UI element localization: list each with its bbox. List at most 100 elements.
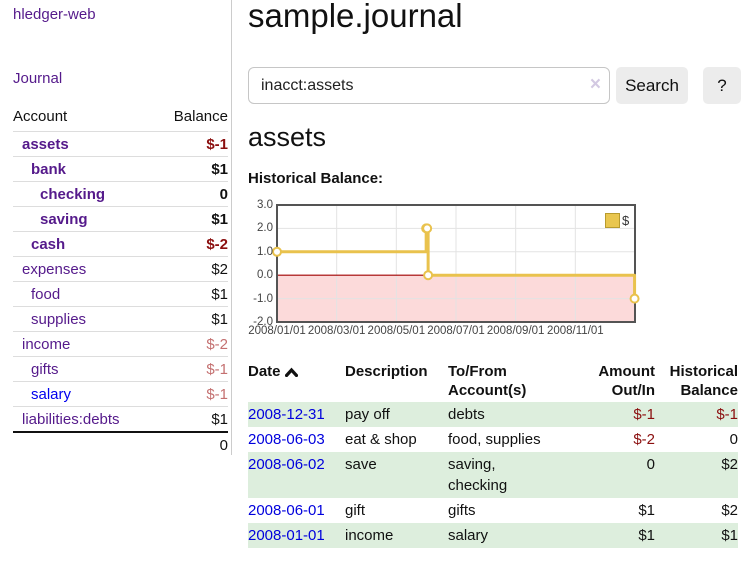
transaction-amount: $-1 bbox=[633, 406, 655, 423]
search-input[interactable] bbox=[248, 67, 610, 104]
account-balance: $1 bbox=[211, 310, 228, 328]
account-row: supplies $1 bbox=[13, 306, 228, 331]
legend-swatch-icon bbox=[605, 213, 620, 228]
balance-column-header: Historical Balance bbox=[669, 363, 738, 399]
transaction-row: 2008-06-03 eat & shop food, supplies $-2… bbox=[248, 427, 738, 452]
transaction-description: gift bbox=[345, 502, 366, 519]
account-balance: $1 bbox=[211, 160, 228, 178]
clear-search-icon[interactable]: × bbox=[589, 74, 601, 95]
transaction-amount: $-2 bbox=[633, 431, 655, 448]
transaction-accounts: debts bbox=[448, 406, 485, 423]
search-button[interactable]: Search bbox=[616, 67, 688, 104]
account-balance: $1 bbox=[211, 210, 228, 228]
description-column-header: Description bbox=[345, 363, 428, 380]
account-balance: $-2 bbox=[206, 335, 228, 353]
account-balance: $-1 bbox=[206, 360, 228, 378]
account-balance: $-2 bbox=[206, 235, 228, 253]
transaction-balance: $2 bbox=[721, 502, 738, 519]
balance-column-header: Balance bbox=[173, 108, 228, 125]
account-link-liabilities-debts[interactable]: liabilities:debts bbox=[22, 410, 120, 428]
transaction-accounts: saving, checking bbox=[448, 456, 508, 494]
accounts-total-row: 0 bbox=[13, 431, 228, 457]
amount-column-header: Amount Out/In bbox=[598, 363, 655, 399]
x-tick-label: 2008/11/01 bbox=[546, 325, 604, 337]
chart-legend: $ bbox=[605, 213, 629, 228]
transaction-amount: $1 bbox=[638, 502, 655, 519]
account-link-expenses[interactable]: expenses bbox=[22, 260, 87, 278]
transaction-balance: 0 bbox=[729, 431, 738, 448]
transaction-date-link[interactable]: 2008-06-03 bbox=[248, 431, 325, 448]
account-link-assets[interactable]: assets bbox=[22, 135, 69, 153]
sidebar-divider bbox=[231, 0, 232, 455]
transaction-date-link[interactable]: 2008-12-31 bbox=[248, 406, 325, 423]
account-link-bank[interactable]: bank bbox=[31, 160, 67, 178]
account-balance: 0 bbox=[219, 185, 228, 203]
transaction-date-link[interactable]: 2008-06-01 bbox=[248, 502, 325, 519]
account-link-checking[interactable]: checking bbox=[40, 185, 106, 203]
transaction-row: 2008-06-01 gift gifts $1 $2 bbox=[248, 498, 738, 523]
account-row: checking 0 bbox=[13, 181, 228, 206]
transaction-accounts: gifts bbox=[448, 502, 476, 519]
account-link-income[interactable]: income bbox=[22, 335, 71, 353]
account-link-salary[interactable]: salary bbox=[31, 385, 72, 403]
account-row: salary $-1 bbox=[13, 381, 228, 406]
account-row: expenses $2 bbox=[13, 256, 228, 281]
help-button[interactable]: ? bbox=[703, 67, 741, 104]
transaction-balance: $-1 bbox=[716, 406, 738, 423]
search-form: × Search ? bbox=[248, 67, 741, 104]
account-link-supplies[interactable]: supplies bbox=[31, 310, 87, 328]
accounts-total-value: 0 bbox=[219, 436, 228, 454]
account-balance: $-1 bbox=[206, 135, 228, 153]
transaction-date-link[interactable]: 2008-01-01 bbox=[248, 527, 325, 544]
chart-canvas bbox=[272, 204, 640, 323]
date-column-header[interactable]: Date bbox=[248, 360, 345, 402]
current-account-heading: assets bbox=[248, 122, 327, 152]
register-header-row: Date Description To/From Account(s) Amou… bbox=[248, 360, 738, 402]
x-tick-label: 2008/09/01 bbox=[486, 325, 545, 337]
account-balance: $1 bbox=[211, 410, 228, 428]
legend-label: $ bbox=[622, 213, 630, 228]
account-row: bank $1 bbox=[13, 156, 228, 181]
account-row: food $1 bbox=[13, 281, 228, 306]
account-column-header: To/From Account(s) bbox=[448, 363, 527, 399]
chart-title: Historical Balance: bbox=[248, 170, 384, 187]
transaction-date-link[interactable]: 2008-06-02 bbox=[248, 456, 325, 473]
account-balance: $1 bbox=[211, 285, 228, 303]
account-link-food[interactable]: food bbox=[31, 285, 61, 303]
transaction-description: pay off bbox=[345, 406, 390, 423]
transaction-description: income bbox=[345, 527, 394, 544]
transaction-description: eat & shop bbox=[345, 431, 417, 448]
transaction-accounts: salary bbox=[448, 527, 489, 544]
y-tick-label: 1.0 bbox=[257, 245, 273, 258]
account-row: saving $1 bbox=[13, 206, 228, 231]
y-tick-label: -2.0 bbox=[253, 316, 273, 328]
account-link-gifts[interactable]: gifts bbox=[31, 360, 59, 378]
accounts-table-header: Account Balance bbox=[13, 104, 228, 131]
account-balance: $-1 bbox=[206, 385, 228, 403]
accounts-table: Account Balance assets $-1 bank $1 check… bbox=[13, 104, 228, 457]
x-tick-label: 2008/01/01 bbox=[248, 325, 306, 337]
account-row: liabilities:debts $1 bbox=[13, 406, 228, 431]
transaction-balance: $2 bbox=[721, 456, 738, 473]
x-tick-label: 2008/07/01 bbox=[427, 325, 485, 337]
transaction-description: save bbox=[345, 456, 377, 473]
transaction-row: 2008-01-01 income salary $1 $1 bbox=[248, 523, 738, 548]
account-link-saving[interactable]: saving bbox=[40, 210, 88, 228]
account-link-cash[interactable]: cash bbox=[31, 235, 66, 253]
y-tick-label: 0.0 bbox=[257, 269, 273, 282]
y-tick-label: 2.0 bbox=[257, 222, 273, 235]
transaction-balance: $1 bbox=[721, 527, 738, 544]
sidebar: hledger-web Journal Account Balance asse… bbox=[13, 0, 228, 457]
brand-link[interactable]: hledger-web bbox=[13, 6, 96, 23]
account-row: cash $-2 bbox=[13, 231, 228, 256]
transaction-row: 2008-12-31 pay off debts $-1 $-1 bbox=[248, 402, 738, 427]
transaction-row: 2008-06-02 save saving, checking 0 $2 bbox=[248, 452, 738, 498]
sidebar-item-journal[interactable]: Journal bbox=[13, 70, 63, 87]
account-balance: $2 bbox=[211, 260, 228, 278]
y-tick-label: -1.0 bbox=[253, 292, 273, 305]
sort-asc-icon bbox=[284, 363, 298, 382]
x-tick-label: 2008/03/01 bbox=[307, 325, 366, 337]
account-column-header: Account bbox=[13, 108, 68, 125]
account-row: gifts $-1 bbox=[13, 356, 228, 381]
